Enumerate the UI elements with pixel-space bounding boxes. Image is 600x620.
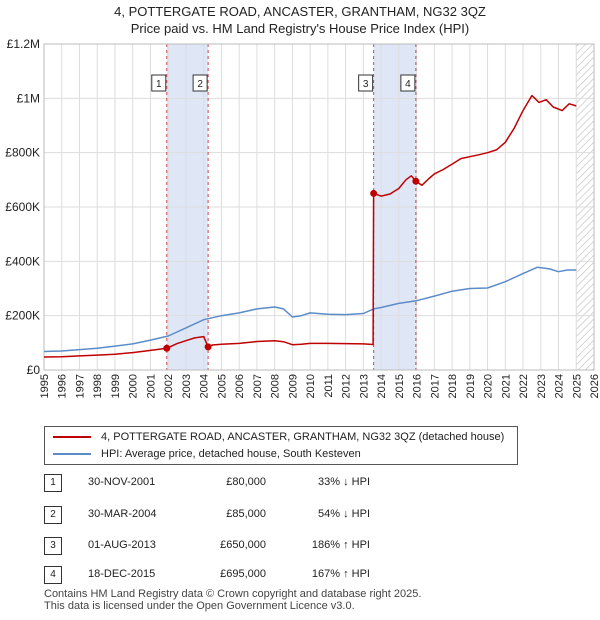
sale-label-number: 1 bbox=[156, 79, 162, 90]
y-tick-label: £400K bbox=[5, 254, 40, 268]
sale-label-box: 2 bbox=[192, 74, 208, 92]
legend: 4, POTTERGATE ROAD, ANCASTER, GRANTHAM, … bbox=[44, 426, 518, 465]
x-tick-label: 1995 bbox=[39, 374, 51, 398]
x-tick-label: 2023 bbox=[536, 374, 548, 398]
sale-point bbox=[204, 343, 212, 351]
x-tick-label: 2006 bbox=[234, 374, 246, 398]
x-tick-label: 1996 bbox=[57, 374, 69, 398]
sale-label-number: 3 bbox=[363, 79, 369, 90]
legend-label-price: 4, POTTERGATE ROAD, ANCASTER, GRANTHAM, … bbox=[101, 431, 505, 443]
y-tick-label: £1.2M bbox=[7, 37, 40, 51]
x-tick-label: 2002 bbox=[163, 374, 175, 398]
legend-item-price: 4, POTTERGATE ROAD, ANCASTER, GRANTHAM, … bbox=[53, 429, 504, 445]
sale-point bbox=[412, 177, 420, 185]
x-tick-label: 2001 bbox=[145, 374, 157, 398]
x-tick-label: 2000 bbox=[128, 374, 140, 398]
transaction-hpi: 186% ↑ HPI bbox=[311, 539, 370, 551]
transaction-date: 30-MAR-2004 bbox=[88, 508, 157, 520]
sale-label-frame bbox=[192, 74, 208, 92]
x-tick-label: 2020 bbox=[483, 374, 495, 398]
x-tick-label: 2005 bbox=[216, 374, 228, 398]
transaction-price: £85,000 bbox=[226, 508, 266, 520]
x-tick-label: 2026 bbox=[589, 374, 600, 398]
transaction-hpi: 33% ↓ HPI bbox=[318, 476, 370, 488]
sale-label-box: 1 bbox=[151, 74, 167, 92]
x-tick-label: 1997 bbox=[74, 374, 86, 398]
sale-label-number: 4 bbox=[405, 79, 411, 90]
x-tick-label: 2024 bbox=[554, 374, 566, 398]
hpi-line bbox=[43, 266, 577, 353]
x-tick-label: 2003 bbox=[181, 374, 193, 398]
footer-licence: This data is licensed under the Open Gov… bbox=[44, 600, 355, 612]
x-tick-label: 2013 bbox=[358, 374, 370, 398]
x-tick-label: 2008 bbox=[270, 374, 282, 398]
x-tick-label: 2017 bbox=[429, 374, 441, 398]
x-tick-label: 2012 bbox=[341, 374, 353, 398]
x-tick-label: 2025 bbox=[571, 374, 583, 398]
legend-swatch-price bbox=[53, 436, 91, 438]
y-tick-label: £200K bbox=[5, 309, 40, 323]
x-tick-label: 2022 bbox=[518, 374, 530, 398]
sale-label-box: 4 bbox=[400, 74, 416, 92]
y-tick-label: £0 bbox=[27, 363, 41, 377]
sale-point bbox=[163, 344, 171, 352]
legend-item-hpi: HPI: Average price, detached house, Sout… bbox=[53, 446, 361, 462]
sale-label-frame bbox=[151, 74, 167, 92]
chart-title: 4, POTTERGATE ROAD, ANCASTER, GRANTHAM, … bbox=[114, 4, 486, 19]
transaction-price: £695,000 bbox=[220, 568, 266, 580]
transaction-number: 2 bbox=[44, 506, 62, 524]
x-tick-label: 2011 bbox=[323, 374, 335, 398]
sale-label-frame bbox=[358, 74, 374, 92]
footer: Contains HM Land Registry data © Crown c… bbox=[44, 588, 421, 612]
footer-copyright: Contains HM Land Registry data © Crown c… bbox=[44, 588, 422, 600]
transaction-number: 3 bbox=[44, 537, 62, 555]
y-tick-label: £600K bbox=[5, 200, 40, 214]
transaction-price: £80,000 bbox=[226, 476, 266, 488]
transaction-hpi: 54% ↓ HPI bbox=[318, 508, 370, 520]
price-chart: 1 2 3 4 £0 £200K £400K £600K £800K £1M £1.2M 1995 19… bbox=[5, 37, 600, 398]
transaction-date: 18-DEC-2015 bbox=[88, 568, 156, 580]
sale-point bbox=[370, 189, 378, 197]
x-tick-label: 2015 bbox=[394, 374, 406, 398]
x-tick-label: 2019 bbox=[465, 374, 477, 398]
x-tick-label: 1998 bbox=[92, 374, 104, 398]
sale-label-number: 2 bbox=[197, 79, 203, 90]
transaction-hpi: 167% ↑ HPI bbox=[311, 568, 370, 580]
x-tick-label: 2018 bbox=[447, 374, 459, 398]
legend-swatch-hpi bbox=[53, 453, 91, 455]
y-tick-label: £1M bbox=[17, 91, 40, 105]
x-tick-label: 2009 bbox=[287, 374, 299, 398]
x-tick-label: 2021 bbox=[500, 374, 512, 398]
x-tick-label: 2004 bbox=[199, 374, 211, 398]
transaction-number: 1 bbox=[44, 474, 62, 492]
transaction-date: 01-AUG-2013 bbox=[88, 539, 156, 551]
x-tick-label: 2014 bbox=[376, 374, 388, 398]
chart-subtitle: Price paid vs. HM Land Registry's House … bbox=[130, 21, 470, 36]
transaction-number: 4 bbox=[44, 566, 62, 584]
sale-label-box: 3 bbox=[358, 74, 374, 92]
transaction-price: £650,000 bbox=[220, 539, 266, 551]
sale-label-frame bbox=[400, 74, 416, 92]
legend-label-hpi: HPI: Average price, detached house, Sout… bbox=[101, 448, 361, 460]
transaction-date: 30-NOV-2001 bbox=[88, 476, 156, 488]
plot-frame bbox=[43, 43, 595, 371]
x-tick-label: 2007 bbox=[252, 374, 264, 398]
x-tick-label: 2016 bbox=[412, 374, 424, 398]
x-tick-label: 2010 bbox=[305, 374, 317, 398]
y-tick-label: £800K bbox=[5, 146, 40, 160]
x-tick-label: 1999 bbox=[110, 374, 122, 398]
